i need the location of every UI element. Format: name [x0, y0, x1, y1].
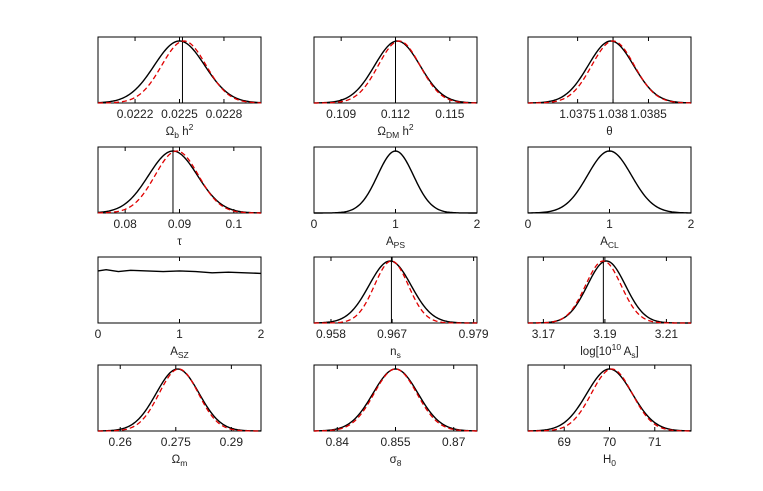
tick-label: 2	[258, 327, 265, 341]
axis-label: ΩDM h2	[377, 122, 413, 140]
series-line-dashed	[97, 368, 261, 432]
axis-label: Ωm	[172, 454, 188, 468]
series-line-solid	[527, 260, 691, 324]
series-line-dashed	[527, 368, 692, 432]
tick-label: 0.0228	[206, 107, 243, 121]
series-line-solid	[313, 368, 478, 432]
series-line-dashed	[527, 40, 692, 104]
series-line-solid	[527, 40, 692, 104]
series-line-dashed	[313, 368, 478, 432]
tick-label: 0.112	[381, 107, 410, 121]
axis-label: H0	[603, 454, 616, 468]
series-line-solid	[527, 368, 692, 432]
series-line-solid	[97, 40, 262, 104]
tick-label: 0.29	[220, 435, 244, 449]
axis-label: APS	[386, 236, 405, 250]
tick-label: 0	[311, 217, 318, 231]
panel-frame	[313, 256, 478, 324]
axis-label: τ	[177, 236, 182, 248]
tick-label: 0.84	[326, 435, 350, 449]
tick-label: 0	[525, 217, 532, 231]
tick-label: 0.0225	[161, 107, 198, 121]
series-line-solid	[97, 368, 262, 432]
axis-label: ASZ	[170, 346, 189, 360]
tick-label: 0.967	[377, 327, 407, 341]
tick-label: 71	[648, 435, 662, 449]
panel-frame	[97, 146, 262, 214]
axis-label: ACL	[600, 236, 619, 250]
axis-label: σ8	[390, 454, 402, 468]
tick-label: 1.0375	[559, 107, 596, 121]
panel-10: 0.26 0.275 0.29 Ωm	[97, 364, 262, 468]
tick-label: 1.038	[598, 107, 628, 121]
axis-label: ns	[390, 346, 401, 360]
panel-frame	[313, 146, 478, 214]
axis-label: Ωb h2	[166, 122, 194, 140]
tick-label: 3.17	[532, 327, 556, 341]
series-line-solid	[314, 150, 477, 214]
tick-label: 0.87	[442, 435, 466, 449]
tick-label: 1.0385	[630, 107, 667, 121]
tick-label: 2	[474, 217, 481, 231]
panel-11: 0.84 0.855 0.87 σ8	[313, 364, 478, 468]
series-line-solid	[313, 260, 478, 324]
tick-label: 0.958	[316, 327, 346, 341]
series-line-solid	[313, 40, 478, 104]
panel-6: 0 1 2 ACL	[525, 146, 695, 250]
panel-9: 3.17 3.19 3.21 log[1010 As]	[527, 256, 692, 360]
series-line-solid	[97, 268, 262, 275]
series-line-dashed	[313, 40, 478, 104]
panel-3: 1.0375 1.038 1.0385 θ	[527, 36, 692, 138]
tick-label: 0.0222	[117, 107, 154, 121]
tick-label: 69	[558, 435, 572, 449]
tick-label: 1	[392, 217, 399, 231]
tick-label: 0.08	[113, 217, 137, 231]
axis-label: log[1010 As]	[580, 342, 639, 360]
panel-frame	[527, 364, 692, 432]
tick-label: 2	[688, 217, 695, 231]
tick-label: 3.21	[655, 327, 679, 341]
tick-label: 1	[606, 217, 613, 231]
panel-frame	[97, 364, 262, 432]
series-line-dashed	[98, 40, 262, 104]
panel-4: 0.08 0.09 0.1 τ	[97, 146, 262, 248]
series-line-dashed	[528, 260, 691, 324]
panel-frame	[313, 364, 478, 432]
tick-label: 0.979	[459, 327, 489, 341]
panel-frame	[527, 146, 692, 214]
panel-7: 0 1 2 ASZ	[95, 256, 265, 360]
series-line-dashed	[314, 260, 477, 324]
panel-frame	[527, 36, 692, 104]
tick-label: 0.1	[225, 217, 242, 231]
panel-frame	[527, 256, 692, 324]
panel-5: 0 1 2 APS	[311, 146, 481, 250]
series-line-dashed	[97, 150, 262, 214]
tick-label: 0.115	[435, 107, 464, 121]
tick-label: 0.855	[380, 435, 410, 449]
axis-label: θ	[606, 126, 612, 138]
tick-label: 70	[603, 435, 617, 449]
panel-1: 0.0222 0.0225 0.0228 Ωb h2	[97, 36, 262, 140]
panel-8: 0.958 0.967 0.979 ns	[313, 256, 489, 360]
series-line-solid	[527, 150, 692, 214]
tick-label: 0.09	[168, 217, 192, 231]
panel-frame	[97, 256, 262, 324]
panel-frame	[97, 36, 262, 104]
panel-2: 0.109 0.112 0.115 ΩDM h2	[313, 36, 478, 140]
panel-12: 69 70 71 H0	[527, 364, 692, 468]
tick-label: 0.26	[109, 435, 133, 449]
tick-label: 0.275	[161, 435, 191, 449]
series-line-solid	[97, 150, 262, 214]
tick-label: 0	[95, 327, 102, 341]
tick-label: 3.19	[593, 327, 617, 341]
tick-label: 1	[176, 327, 183, 341]
tick-label: 0.109	[326, 107, 356, 121]
